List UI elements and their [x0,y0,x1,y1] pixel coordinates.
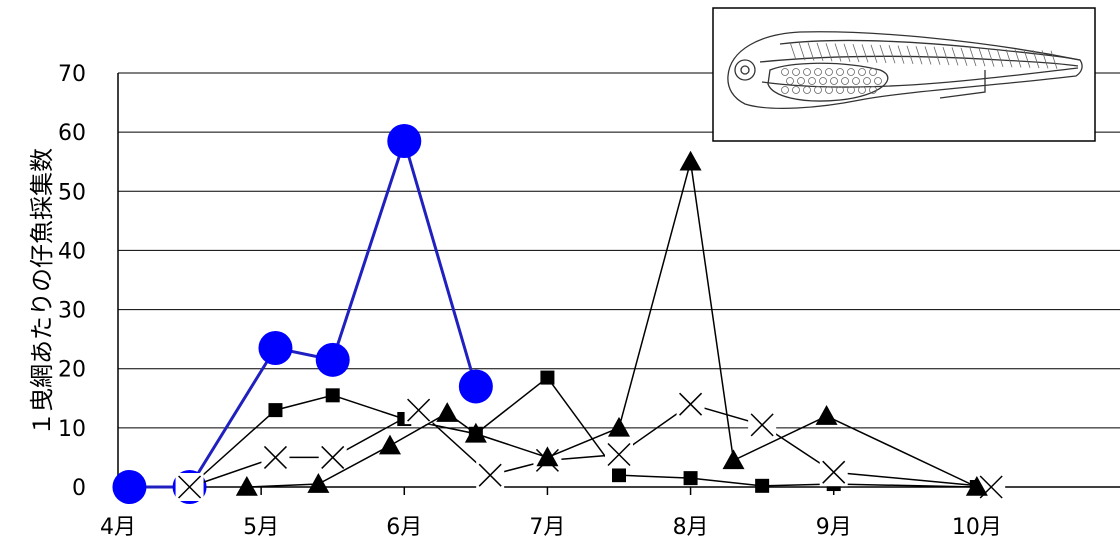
series-triangle [235,150,988,496]
data-point-x [676,390,705,419]
x-tick-label: 9月 [816,515,852,540]
data-point-x [605,440,633,469]
y-tick-label: 0 [72,476,86,501]
data-point-triangle [679,150,702,171]
data-point-circle [315,342,350,377]
data-point-x [748,410,777,439]
data-point-triangle [965,476,988,496]
data-point-x [404,396,433,425]
data-point-circle [112,470,147,504]
data-point-circle [387,124,422,159]
data-point-triangle [378,434,401,455]
data-point-circle [458,369,493,404]
data-point-triangle [722,449,745,470]
data-point-x [261,443,290,472]
y-tick-labels: 0 10 20 30 40 50 60 70 [58,62,86,501]
data-point-triangle [815,405,838,425]
x-tick-label: 5月 [243,515,279,540]
series-line [189,376,977,488]
data-point-circle [258,331,293,366]
data-point-square [268,403,283,418]
data-point-square [540,370,555,385]
series-line [189,403,992,488]
data-point-triangle [608,416,630,437]
data-point-x [175,473,204,501]
y-tick-label: 70 [58,62,86,87]
gridlines [118,72,1120,429]
data-point-x [819,458,848,487]
data-point-triangle [464,422,487,443]
series-layer [112,124,1006,504]
x-tick-label: 8月 [673,515,709,540]
y-tick-label: 30 [58,299,86,324]
x-tick-label: 4月 [100,515,136,540]
x-tick-label: 7月 [529,515,565,540]
series-line [246,161,978,488]
data-point-triangle [436,402,459,422]
data-point-square [755,478,770,493]
y-axis-label: １曳網あたりの仔魚採集数 [28,148,56,436]
data-point-triangle [235,476,258,496]
data-point-square [683,471,698,486]
series-circle [112,124,493,504]
data-point-square [325,388,340,403]
x-tick-labels: 4月 5月 6月 7月 8月 9月 10月 [100,515,1002,540]
data-point-x [476,461,505,490]
data-point-triangle [307,473,330,493]
data-point-triangle [536,446,559,467]
fish-larva-illustration [712,7,1096,142]
y-tick-label: 20 [58,358,86,383]
series-line [129,135,478,489]
y-tick-label: 50 [58,180,86,205]
data-point-x [318,443,347,472]
data-point-square [612,468,626,483]
x-tick-label: 6月 [386,515,422,540]
y-tick-label: 10 [58,417,86,442]
x-tick-label: 10月 [952,515,1002,540]
series-x [175,390,1006,501]
y-tick-label: 60 [58,121,86,146]
y-tick-label: 40 [58,239,86,264]
